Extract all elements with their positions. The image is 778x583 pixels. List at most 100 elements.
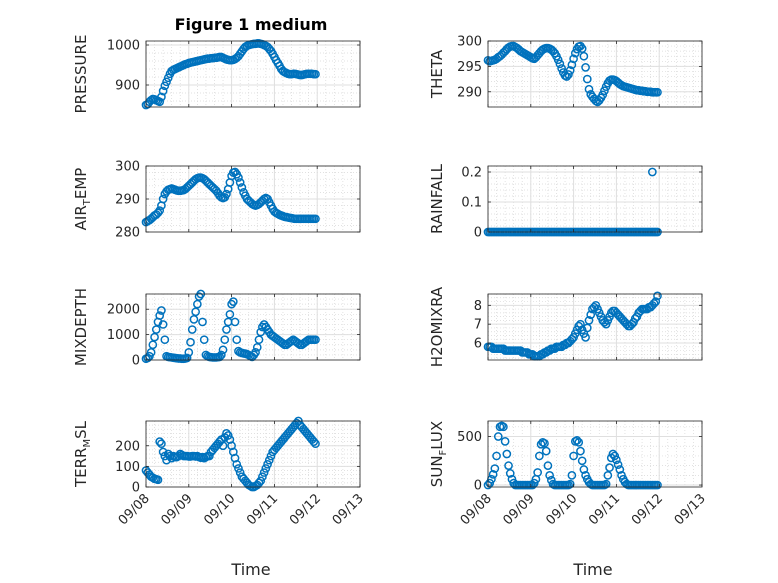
data-point — [223, 431, 233, 440]
data-point — [258, 472, 267, 482]
axes-box — [487, 420, 703, 488]
y-tick-label: 0.2 — [461, 166, 482, 181]
data-point — [311, 335, 320, 345]
y-tick-label: 100 — [115, 460, 140, 475]
data-point — [158, 194, 168, 204]
y-axis-label-main: PRESSURE — [72, 35, 90, 114]
data-point — [648, 167, 657, 177]
data-point — [162, 77, 171, 87]
y-axis-label: RAINFALL — [428, 163, 446, 234]
y-tick-label: 500 — [457, 430, 482, 445]
data-point — [182, 353, 192, 363]
data-point — [584, 84, 594, 94]
data-point — [155, 437, 165, 446]
data-point — [261, 464, 271, 473]
data-point — [153, 208, 163, 218]
data-point — [651, 297, 661, 306]
y-axis-label-subscript: F — [438, 449, 449, 455]
y-axis-label: AIRTEMP — [72, 168, 93, 231]
y-tick-label: 200 — [115, 439, 140, 454]
y-tick-label: 290 — [115, 193, 140, 208]
y-tick-label: 1000 — [107, 328, 140, 343]
data-point — [613, 460, 623, 470]
data-point — [579, 465, 589, 474]
data-point — [311, 214, 320, 224]
series-terr-msl-0 — [141, 416, 320, 492]
data-point — [228, 297, 238, 306]
y-tick-label: 280 — [115, 226, 140, 241]
data-point — [163, 73, 173, 83]
data-point — [155, 97, 165, 107]
data-point — [216, 350, 226, 360]
x-axis-label: Time — [230, 560, 270, 579]
axes-box — [487, 293, 703, 361]
data-point — [493, 432, 503, 441]
axes-box — [487, 40, 703, 108]
y-tick-label: 290 — [457, 85, 482, 100]
data-point — [653, 291, 662, 301]
data-point — [598, 90, 608, 100]
axes-background — [488, 166, 702, 232]
data-point — [564, 70, 573, 79]
data-point — [187, 325, 197, 334]
data-point — [237, 183, 247, 192]
data-point — [601, 479, 611, 489]
data-point — [581, 63, 590, 72]
data-point — [500, 437, 510, 446]
data-point — [612, 455, 621, 465]
data-point — [505, 469, 515, 478]
data-point — [225, 309, 235, 319]
data-point — [186, 337, 195, 347]
series-theta-0 — [483, 41, 662, 107]
data-point — [234, 464, 243, 473]
data-point — [311, 69, 320, 79]
data-point — [251, 348, 260, 357]
y-tick-label: 2000 — [107, 303, 140, 318]
data-point — [232, 459, 242, 469]
y-axis-label: H2OMIXRA — [428, 286, 446, 367]
data-point — [535, 451, 544, 461]
data-point — [252, 342, 262, 352]
data-point — [576, 319, 585, 329]
y-axis-label-main: RAINFALL — [428, 163, 446, 234]
data-point — [540, 438, 549, 448]
data-point — [220, 335, 230, 345]
axes-box — [145, 293, 361, 361]
data-point — [150, 332, 159, 342]
axes-box — [145, 420, 361, 488]
data-point — [158, 86, 168, 96]
data-point — [263, 459, 272, 469]
data-point — [579, 51, 589, 61]
series-rainfall-1 — [648, 167, 657, 177]
axes-background — [146, 41, 360, 107]
subplot-mixdepth: 0 1000 2000 MIXDEPTH — [72, 288, 361, 369]
y-tick-label: 300 — [115, 160, 140, 175]
data-point — [653, 87, 662, 97]
data-point — [605, 463, 614, 472]
subplot-air-temp: 280 290 300 AIRTEMP — [72, 160, 361, 241]
y-axis-label-main: H2OMIXRA — [428, 286, 446, 367]
series-mixdepth-0 — [141, 289, 320, 364]
y-tick-label: 6 — [474, 337, 482, 352]
y-axis-label-main: AIR — [72, 205, 90, 230]
data-point — [218, 345, 228, 355]
data-point — [553, 55, 563, 65]
data-point — [184, 348, 194, 357]
y-axis-label-main: SUN — [428, 455, 446, 487]
data-point — [311, 439, 320, 449]
data-point — [555, 59, 565, 69]
subplot-theta: 290 295 300 THETA — [428, 35, 703, 108]
y-tick-label: 0.1 — [461, 196, 482, 211]
data-point — [259, 468, 269, 477]
data-point — [157, 92, 166, 102]
subplot-rainfall: 0 0.1 0.2 RAINFALL — [428, 163, 703, 241]
data-point — [148, 340, 158, 350]
data-point — [232, 335, 242, 345]
y-tick-label: 7 — [474, 318, 482, 333]
y-tick-label: 300 — [457, 35, 482, 50]
data-point — [235, 178, 245, 187]
y-axis-label-main: MIXDEPTH — [72, 288, 90, 366]
data-point — [193, 299, 202, 309]
figure-title: Figure 1 medium — [175, 15, 328, 34]
